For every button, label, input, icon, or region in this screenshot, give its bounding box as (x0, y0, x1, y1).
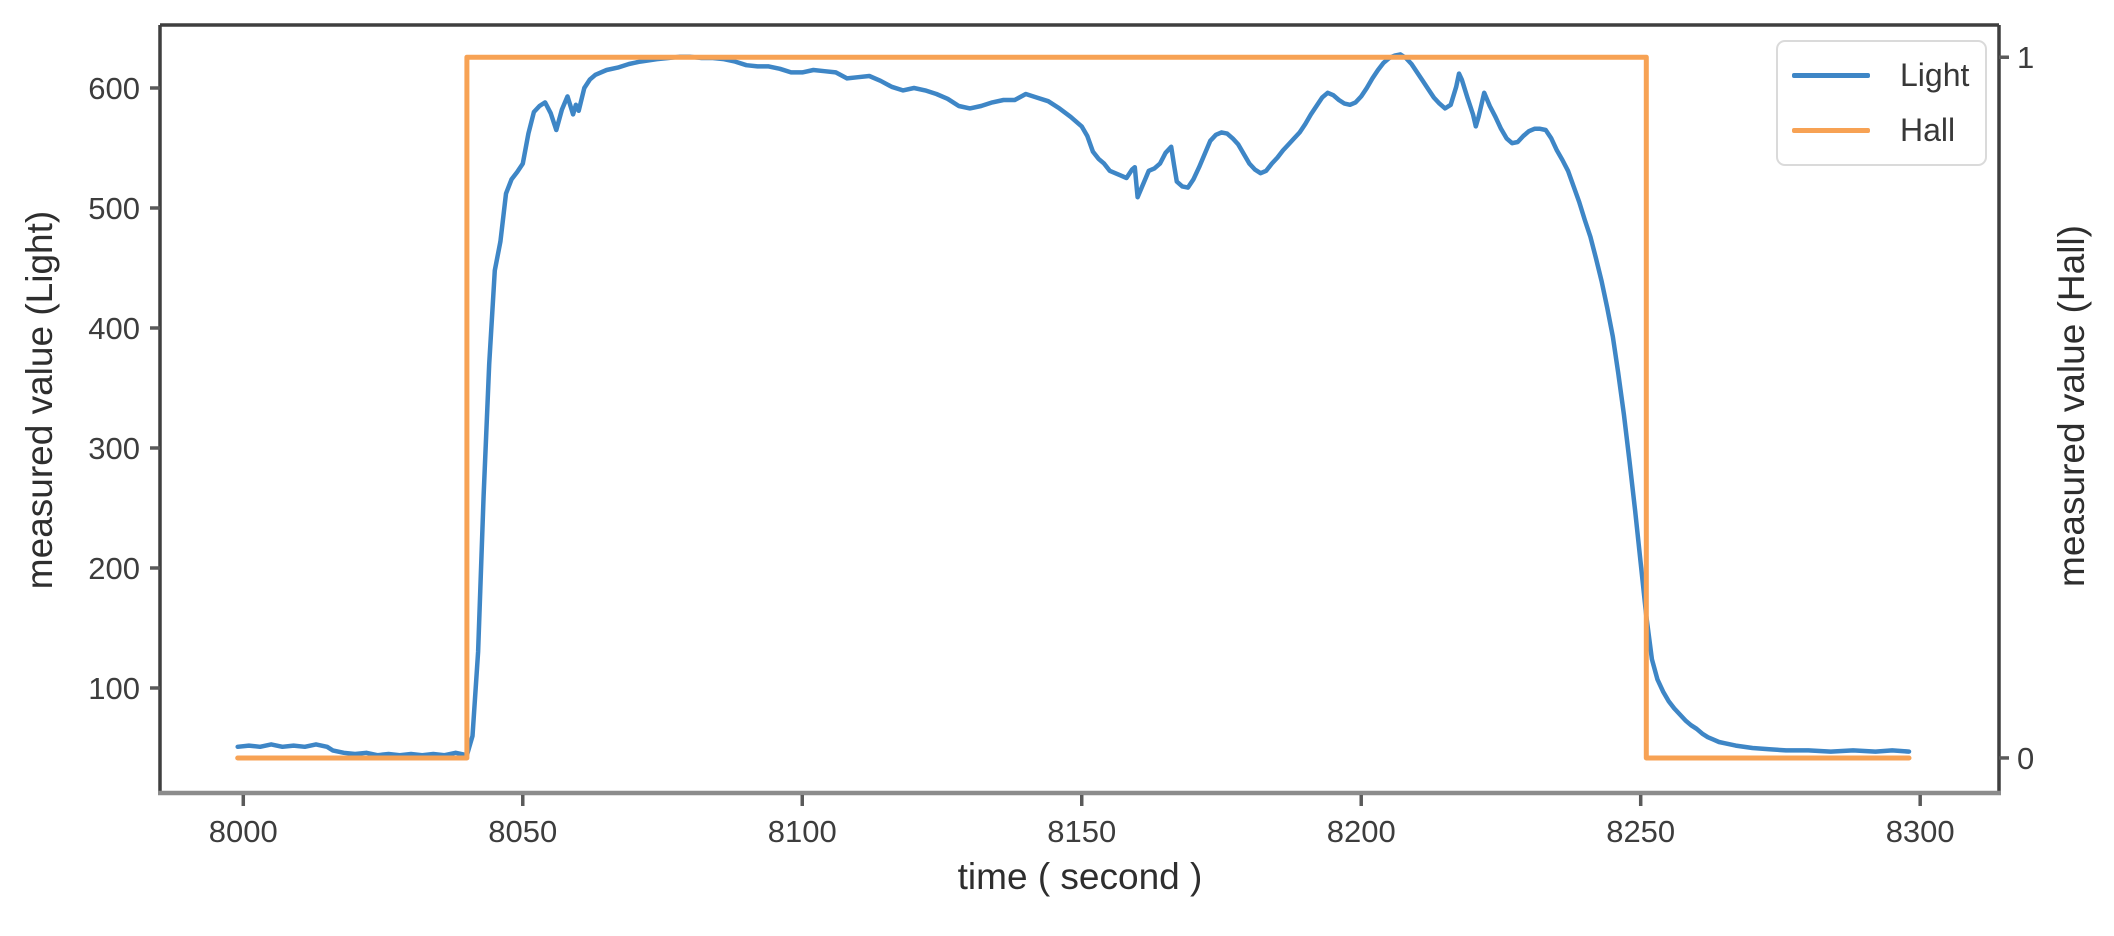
legend-item-light: Light (1778, 53, 1985, 99)
hall-line-swatch (1792, 128, 1870, 133)
x-tick-label: 8300 (1886, 814, 1955, 849)
y-tick-label-left: 400 (88, 311, 140, 346)
y-tick-label-right: 1 (2017, 40, 2034, 75)
y-tick-label-left: 200 (88, 551, 140, 586)
y-tick-label-left: 600 (88, 71, 140, 106)
light-line (235, 52, 1912, 758)
legend-label-light: Light (1900, 57, 1970, 93)
y-tick-label-left: 100 (88, 671, 140, 706)
x-tick-label: 8000 (209, 814, 278, 849)
y-axis-label-left: measured value (Light) (19, 210, 60, 590)
legend-item-hall: Hall (1778, 108, 1985, 154)
y-tick-label-left: 300 (88, 431, 140, 466)
light-line-swatch (1792, 73, 1870, 78)
x-tick-label: 8250 (1606, 814, 1675, 849)
hall-line (235, 54, 1912, 761)
y-axis-label-right: measured value (Hall) (2051, 225, 2092, 587)
legend: Light Hall (1776, 40, 1987, 166)
x-axis-label: time ( second ) (957, 856, 1203, 897)
x-tick-label: 8150 (1047, 814, 1116, 849)
y-tick-label-left: 500 (88, 191, 140, 226)
x-tick-label: 8200 (1327, 814, 1396, 849)
x-tick-label: 8050 (488, 814, 557, 849)
y-tick-label-right: 0 (2017, 741, 2034, 776)
legend-label-hall: Hall (1900, 112, 1956, 148)
x-tick-label: 8100 (768, 814, 837, 849)
